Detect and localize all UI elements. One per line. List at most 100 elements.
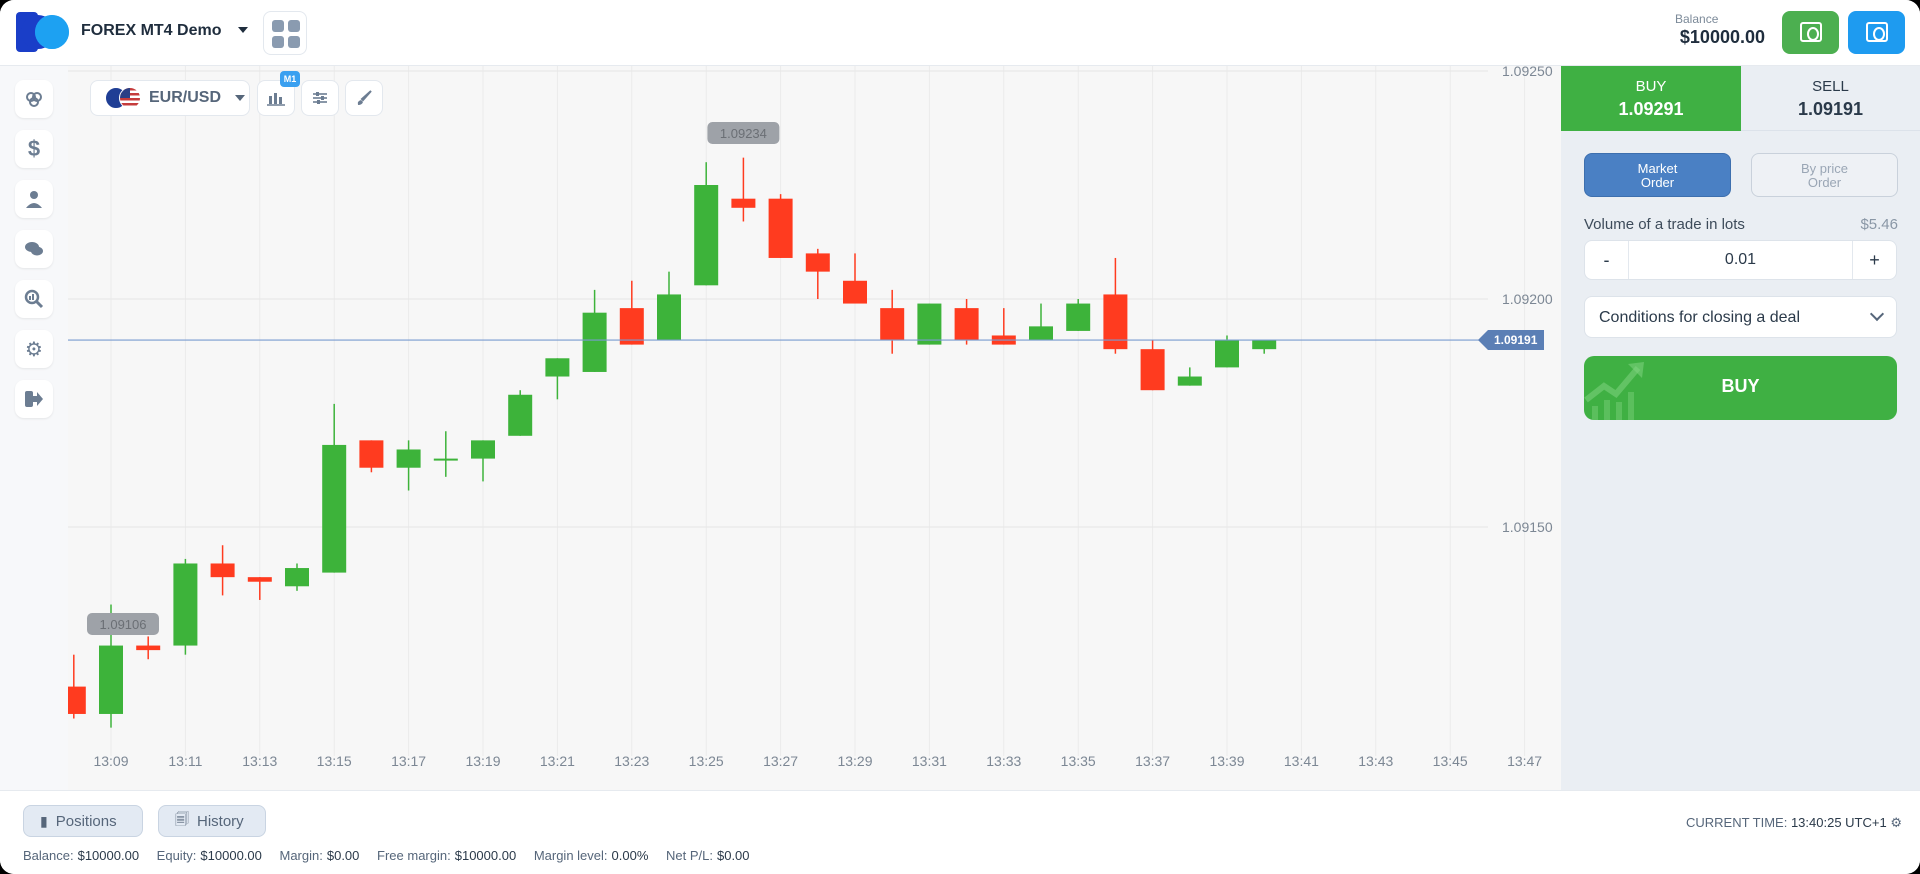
x-tick-label: 13:45 (1433, 753, 1468, 769)
candle-body (582, 312, 607, 372)
candle-body (880, 308, 905, 341)
high-price-label-bg (707, 122, 780, 144)
x-tick-label: 13:39 (1209, 753, 1244, 769)
top-header: FOREX MT4 Demo Balance $10000.00 (0, 0, 1920, 66)
balance-label: Balance (1675, 12, 1719, 26)
candle-body (173, 563, 198, 646)
account-caret-icon[interactable] (238, 27, 248, 33)
brand-logo[interactable] (16, 12, 72, 52)
decrease-volume-button[interactable]: - (1585, 241, 1629, 279)
x-tick-label: 13:25 (689, 753, 724, 769)
candle-body (247, 577, 272, 582)
low-price-label: 1.09106 (100, 617, 147, 632)
sell-tab-label: SELL (1812, 78, 1849, 95)
finance-button[interactable]: $ (15, 130, 53, 168)
candle-body (508, 394, 533, 436)
y-tick-label: 1.09150 (1502, 519, 1553, 535)
stat-label: Balance: (23, 848, 74, 863)
x-tick-label: 13:13 (242, 753, 277, 769)
stat-label: Equity: (156, 848, 197, 863)
stat-label: Free margin: (377, 848, 451, 863)
sell-tab[interactable]: SELL 1.09191 (1741, 66, 1920, 131)
candle-body (805, 253, 830, 272)
candle-body (768, 198, 793, 258)
x-tick-label: 13:23 (614, 753, 649, 769)
current-price-marker (1478, 330, 1544, 351)
buy-button-label: BUY (1721, 376, 1760, 396)
pair-flags (105, 87, 145, 109)
current-price-label: 1.09191 (1494, 333, 1538, 347)
price-order-label-1: By price (1801, 161, 1848, 176)
market-order-label-2: Order (1640, 175, 1675, 190)
volume-input[interactable]: 0.01 (1724, 251, 1757, 268)
candle-body (731, 198, 756, 208)
x-tick-label: 13:29 (837, 753, 872, 769)
candle-body (619, 308, 644, 345)
market-order-label-1: Market (1637, 161, 1678, 176)
candle-body (917, 303, 942, 345)
candle-body (1029, 326, 1053, 341)
increase-volume-button[interactable]: + (1852, 241, 1896, 279)
candle-body (99, 645, 123, 714)
drawing-button[interactable] (345, 80, 383, 116)
x-tick-label: 13:21 (540, 753, 575, 769)
y-tick-label: 1.09200 (1502, 291, 1553, 307)
ai-brain-button[interactable] (15, 80, 53, 118)
buy-button[interactable]: BUY (1584, 356, 1897, 420)
apps-grid-button[interactable] (263, 11, 307, 55)
currency-pair-selector[interactable]: EUR/USD (90, 80, 250, 116)
account-name[interactable]: FOREX MT4 Demo (81, 22, 222, 39)
buy-tab[interactable]: BUY 1.09291 (1561, 66, 1741, 131)
candle-body (954, 308, 979, 341)
candle-body (545, 358, 570, 377)
stat-label: Net P/L: (666, 848, 713, 863)
stat-value: 0.00% (611, 848, 649, 863)
gear-icon[interactable]: ⚙ (1890, 815, 1902, 830)
history-button[interactable]: 🗐 History (158, 805, 266, 837)
sell-price: 1.09191 (1797, 99, 1864, 119)
stat-label: Margin: (279, 848, 323, 863)
volume-cost: $5.46 (1860, 216, 1898, 233)
candle-body (322, 444, 347, 573)
chevron-down-icon (235, 95, 246, 101)
logout-button[interactable] (15, 380, 53, 418)
x-tick-label: 13:17 (391, 753, 426, 769)
withdraw-button[interactable] (1848, 11, 1905, 54)
stat-value: $10000.00 (77, 848, 140, 863)
grid-cell (272, 20, 284, 32)
price-chart[interactable]: 1.09191 1.09234 1.09106 1.09250 1.09200 1.091… (68, 66, 1561, 790)
candle-body (359, 440, 384, 468)
x-tick-label: 13:31 (912, 753, 947, 769)
analytics-button[interactable] (15, 280, 53, 318)
candle-body (136, 645, 161, 651)
indicators-button[interactable] (301, 80, 339, 116)
cash-icon (1800, 22, 1822, 42)
market-order-button[interactable]: Market Order (1584, 153, 1731, 197)
chat-button[interactable] (15, 230, 53, 268)
trade-panel: BUY 1.09291 SELL 1.09191 Market Order By… (1561, 66, 1920, 790)
price-order-button[interactable]: By price Order (1751, 153, 1898, 197)
candle-body (843, 280, 867, 304)
candle-body (1177, 376, 1202, 386)
x-tick-label: 13:37 (1135, 753, 1170, 769)
closing-conditions-dropdown[interactable]: Conditions for closing a deal (1584, 296, 1897, 338)
profile-button[interactable] (15, 180, 53, 218)
conditions-label: Conditions for closing a deal (1599, 309, 1801, 326)
x-tick-label: 13:33 (986, 753, 1021, 769)
timeframe-badge[interactable]: M1 (280, 71, 300, 87)
positions-button[interactable]: ▮ Positions (23, 805, 143, 837)
grid-cell (288, 20, 300, 32)
chevron-down-icon (1869, 306, 1885, 322)
indicators-icon (313, 92, 327, 104)
candle-body (1215, 340, 1239, 368)
candle-body (68, 686, 86, 714)
candle-body (1103, 294, 1128, 350)
deposit-button[interactable] (1782, 11, 1839, 54)
candlestick-chart[interactable]: 1.09191 1.09234 1.09106 1.09250 1.09200 1.091… (68, 66, 1561, 790)
settings-button[interactable]: ⚙ (15, 330, 53, 368)
brain-icon (26, 92, 42, 107)
history-label: History (197, 812, 244, 830)
candle-body (657, 294, 681, 341)
candle-body (285, 568, 309, 587)
